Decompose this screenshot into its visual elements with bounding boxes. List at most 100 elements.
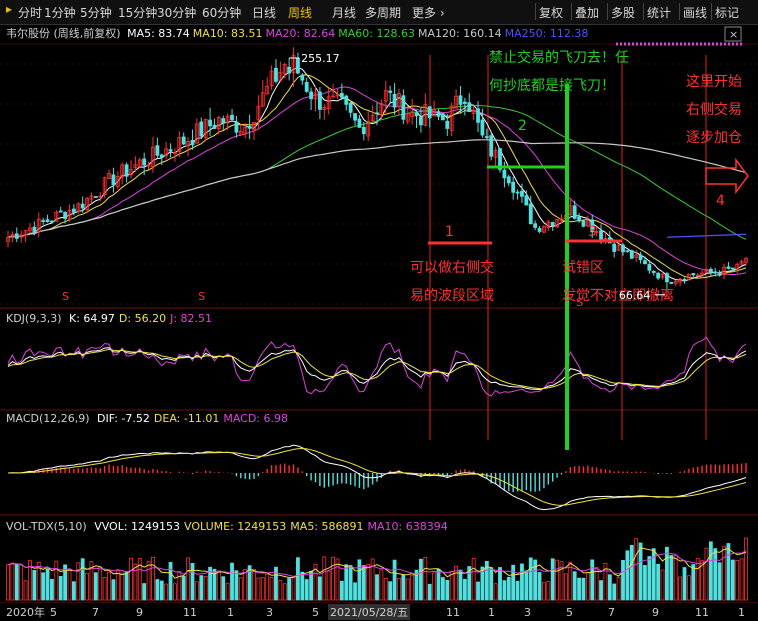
candle-body — [348, 102, 353, 113]
volume-bar — [300, 571, 305, 601]
volume-bar — [643, 565, 647, 601]
candle-body — [634, 254, 639, 258]
volume-bar — [401, 574, 406, 601]
main-panel-header: 韦尔股份 (周线,前复权) MA5: 83.74 MA10: 83.51 MA20:… — [6, 26, 588, 40]
candle-body — [129, 169, 133, 176]
volume-bar — [397, 577, 401, 601]
period-tab-8[interactable]: 月线 — [332, 6, 357, 20]
candle-body — [63, 212, 68, 219]
toolbar-button-4[interactable]: 画线 — [683, 6, 708, 20]
period-tab-4[interactable]: 30分钟 — [157, 6, 197, 20]
candle-body — [269, 70, 274, 86]
candle-body — [449, 105, 454, 131]
candle-body — [221, 118, 226, 124]
volume-bar — [111, 579, 116, 601]
volume-bar — [678, 576, 683, 601]
volume-bar — [370, 558, 375, 601]
volume-bar — [708, 541, 713, 601]
candle-body — [599, 230, 603, 240]
candle-body — [322, 107, 327, 110]
x-tick-label: 9 — [136, 606, 143, 619]
candle-body — [133, 164, 138, 169]
volume-bar — [427, 583, 432, 601]
candle-body — [506, 176, 511, 184]
period-tab-1[interactable]: 1分钟 — [44, 6, 76, 20]
volume-bar — [537, 572, 542, 601]
volume-bar — [594, 567, 599, 601]
toolbar-button-3[interactable]: 统计 — [647, 6, 672, 20]
volume-bar — [612, 583, 617, 601]
volume-bar — [585, 572, 590, 601]
x-tick-label: 2021/05/28/五 — [330, 606, 408, 619]
toolbar-button-0[interactable]: 复权 — [539, 6, 564, 20]
candle-body — [669, 281, 674, 284]
right-side-text-line1: 这里开始 — [686, 73, 742, 90]
s-marker-2: S — [576, 296, 583, 309]
volume-bar — [348, 565, 353, 601]
ma-line-20 — [7, 86, 747, 276]
period-tab-7[interactable]: 周线 — [288, 6, 313, 20]
period-tab-6[interactable]: 日线 — [252, 6, 277, 20]
volume-bar — [296, 557, 300, 601]
candle-body — [708, 268, 713, 273]
volume-bar — [392, 559, 397, 601]
candle-body — [67, 210, 72, 220]
ma-line-60 — [7, 104, 747, 240]
volume-bar — [269, 576, 274, 601]
candle-body — [700, 272, 704, 276]
volume-bar — [216, 570, 221, 601]
close-panel-icon[interactable] — [724, 26, 742, 42]
panel-grid — [0, 43, 758, 604]
volume-bar — [432, 572, 437, 601]
candle-body — [14, 233, 19, 239]
volume-bar — [682, 567, 687, 601]
menu-arrow-icon[interactable]: ▸ — [6, 2, 13, 16]
candle-body — [238, 130, 243, 135]
toolbar-button-2[interactable]: 多股 — [611, 6, 636, 20]
candle-body — [28, 227, 32, 231]
period-tab-0[interactable]: 分时 — [18, 6, 43, 20]
volume-bar — [120, 572, 125, 601]
period-tab-9[interactable]: 多周期 — [365, 6, 402, 20]
period-tab-3[interactable]: 15分钟 — [118, 6, 158, 20]
candle-body — [383, 90, 388, 102]
candle-body — [23, 230, 28, 236]
right-side-text-line2: 右侧交易 — [686, 101, 742, 118]
candle-body — [520, 190, 524, 197]
volume-bar — [449, 570, 454, 601]
candle-body — [155, 145, 160, 156]
period-tab-5[interactable]: 60分钟 — [202, 6, 242, 20]
moving-average-lines — [7, 67, 747, 282]
candle-body — [401, 95, 406, 120]
x-tick-label: 5 — [50, 606, 57, 619]
volume-bar — [405, 578, 410, 601]
volume-bar — [590, 559, 595, 601]
candle-body — [502, 169, 507, 179]
volume-bar — [247, 565, 252, 601]
volume-bar — [713, 548, 718, 601]
x-tick-label: 3 — [266, 606, 273, 619]
candle-body — [550, 222, 555, 227]
candle-body — [247, 125, 252, 129]
candle-body — [278, 71, 283, 81]
volume-bar — [10, 562, 15, 601]
volume-bar — [335, 558, 340, 601]
period-tab-2[interactable]: 5分钟 — [80, 6, 112, 20]
close-x-icon[interactable]: × — [729, 28, 738, 41]
candle-body — [190, 139, 195, 146]
toolbar-button-5[interactable]: 标记 — [715, 6, 740, 20]
volume-bar — [58, 575, 63, 601]
volume-bar — [717, 562, 722, 601]
candle-body — [168, 149, 173, 152]
volume-bar — [744, 537, 748, 601]
volume-bar — [89, 561, 94, 601]
candle-body — [45, 219, 50, 223]
volume-ma-line-1 — [7, 550, 747, 577]
volume-bar — [656, 563, 661, 601]
toolbar-button-1[interactable]: 叠加 — [575, 6, 600, 20]
candle-body — [124, 164, 129, 177]
volume-bar — [199, 575, 204, 601]
candle-body — [216, 117, 221, 130]
period-tab-10[interactable]: 更多 › — [412, 6, 445, 20]
panel-labels: 韦尔股份 (周线,前复权) MA5: 83.74 MA10: 83.51 MA20:… — [6, 26, 742, 533]
